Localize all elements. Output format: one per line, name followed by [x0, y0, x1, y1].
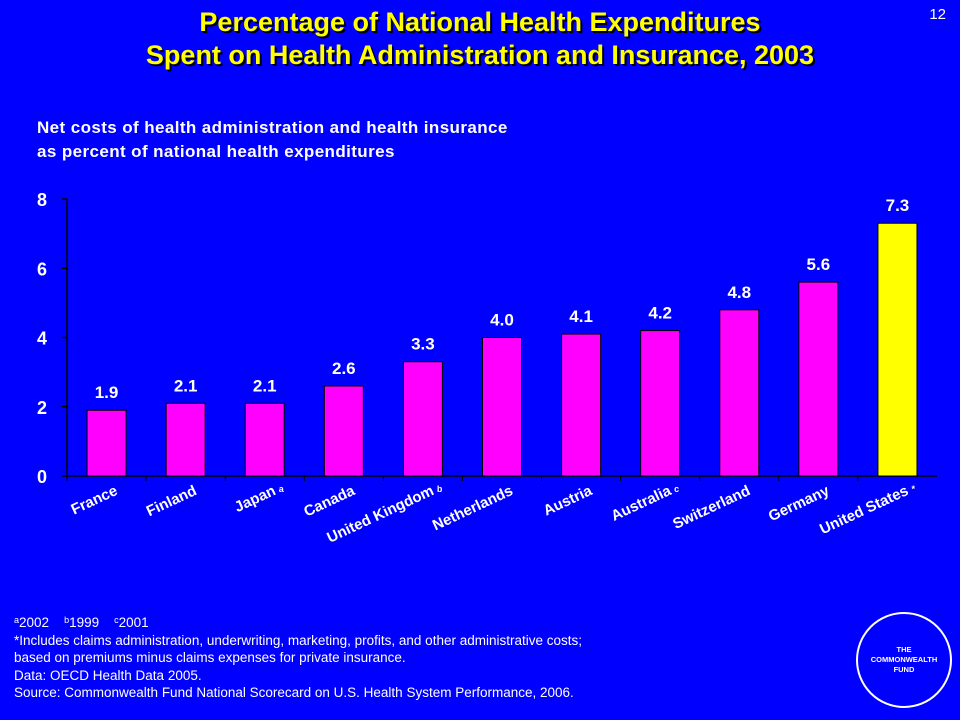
bar — [482, 337, 522, 477]
category-label: Netherlands — [430, 482, 516, 534]
logo-text: THE COMMONWEALTH FUND — [870, 645, 938, 674]
subtitle-line-2: as percent of national health expenditur… — [37, 142, 395, 161]
category-superscript: b — [437, 484, 443, 494]
footnote-year-notes: a2002 b1999 c2001 — [14, 612, 582, 632]
y-tick-label: 0 — [37, 467, 47, 487]
bar — [561, 333, 602, 477]
footnote-c: c2001 — [114, 615, 149, 630]
commonwealth-fund-logo: THE COMMONWEALTH FUND — [856, 612, 952, 708]
footnote-a: a2002 — [14, 615, 50, 630]
value-label: 4.8 — [727, 283, 751, 302]
bar — [640, 330, 681, 477]
category-superscript: a — [279, 484, 285, 494]
value-label: 1.9 — [95, 383, 119, 402]
value-label: 4.1 — [569, 307, 593, 326]
category-label: United States — [817, 482, 911, 538]
y-tick-label: 8 — [37, 190, 47, 210]
footnote-b: b1999 — [64, 615, 100, 630]
bar — [402, 361, 443, 477]
footnote-data: Data: OECD Health Data 2005. — [14, 667, 202, 683]
subtitle-line-1: Net costs of health administration and h… — [37, 118, 508, 137]
value-label: 2.6 — [332, 359, 356, 378]
bar — [323, 385, 364, 477]
bar — [719, 309, 760, 477]
category-label: Japan — [232, 482, 278, 516]
category-label: Finland — [144, 482, 200, 520]
category-label: France — [68, 482, 120, 518]
value-label: 7.3 — [886, 196, 910, 215]
category-superscript: c — [674, 484, 679, 494]
value-label: 5.6 — [807, 255, 831, 274]
y-tick-label: 4 — [37, 329, 47, 349]
category-label: Switzerland — [670, 482, 753, 533]
footnote-premiums: based on premiums minus claims expenses … — [14, 650, 406, 665]
y-tick-label: 2 — [37, 398, 47, 418]
slide-number: 12 — [929, 6, 946, 23]
page-title: Percentage of National Health Expenditur… — [0, 6, 960, 72]
category-superscript: * — [911, 484, 915, 494]
bar — [877, 222, 918, 477]
category-label: Australia — [609, 482, 675, 525]
chart-subtitle: Net costs of health administration and h… — [37, 116, 508, 164]
bar — [244, 402, 285, 477]
value-label: 2.1 — [174, 376, 198, 395]
category-label: Austria — [541, 482, 596, 520]
value-label: 3.3 — [411, 335, 435, 354]
y-tick-label: 6 — [37, 259, 47, 279]
footnote-includes: *Includes claims administration, underwr… — [14, 632, 582, 648]
bar-chart: 0 2 4 6 8 1.9 France 2.1 Finland 2.1 Japan a 2.6 Cana… — [37, 190, 937, 547]
value-label: 4.2 — [648, 304, 672, 323]
title-line-1: Percentage of National Health Expenditur… — [199, 7, 761, 37]
value-label: 2.1 — [253, 376, 277, 395]
bar — [86, 409, 127, 477]
bar — [165, 402, 206, 477]
category-label: Canada — [301, 482, 358, 521]
title-line-2: Spent on Health Administration and Insur… — [145, 40, 815, 70]
footnote-source: Source: Commonwealth Fund National Score… — [14, 685, 574, 700]
value-label: 4.0 — [490, 311, 514, 330]
bar — [798, 281, 839, 477]
category-label: Germany — [766, 482, 833, 525]
footnotes: a2002 b1999 c2001 *Includes claims admin… — [14, 612, 582, 702]
